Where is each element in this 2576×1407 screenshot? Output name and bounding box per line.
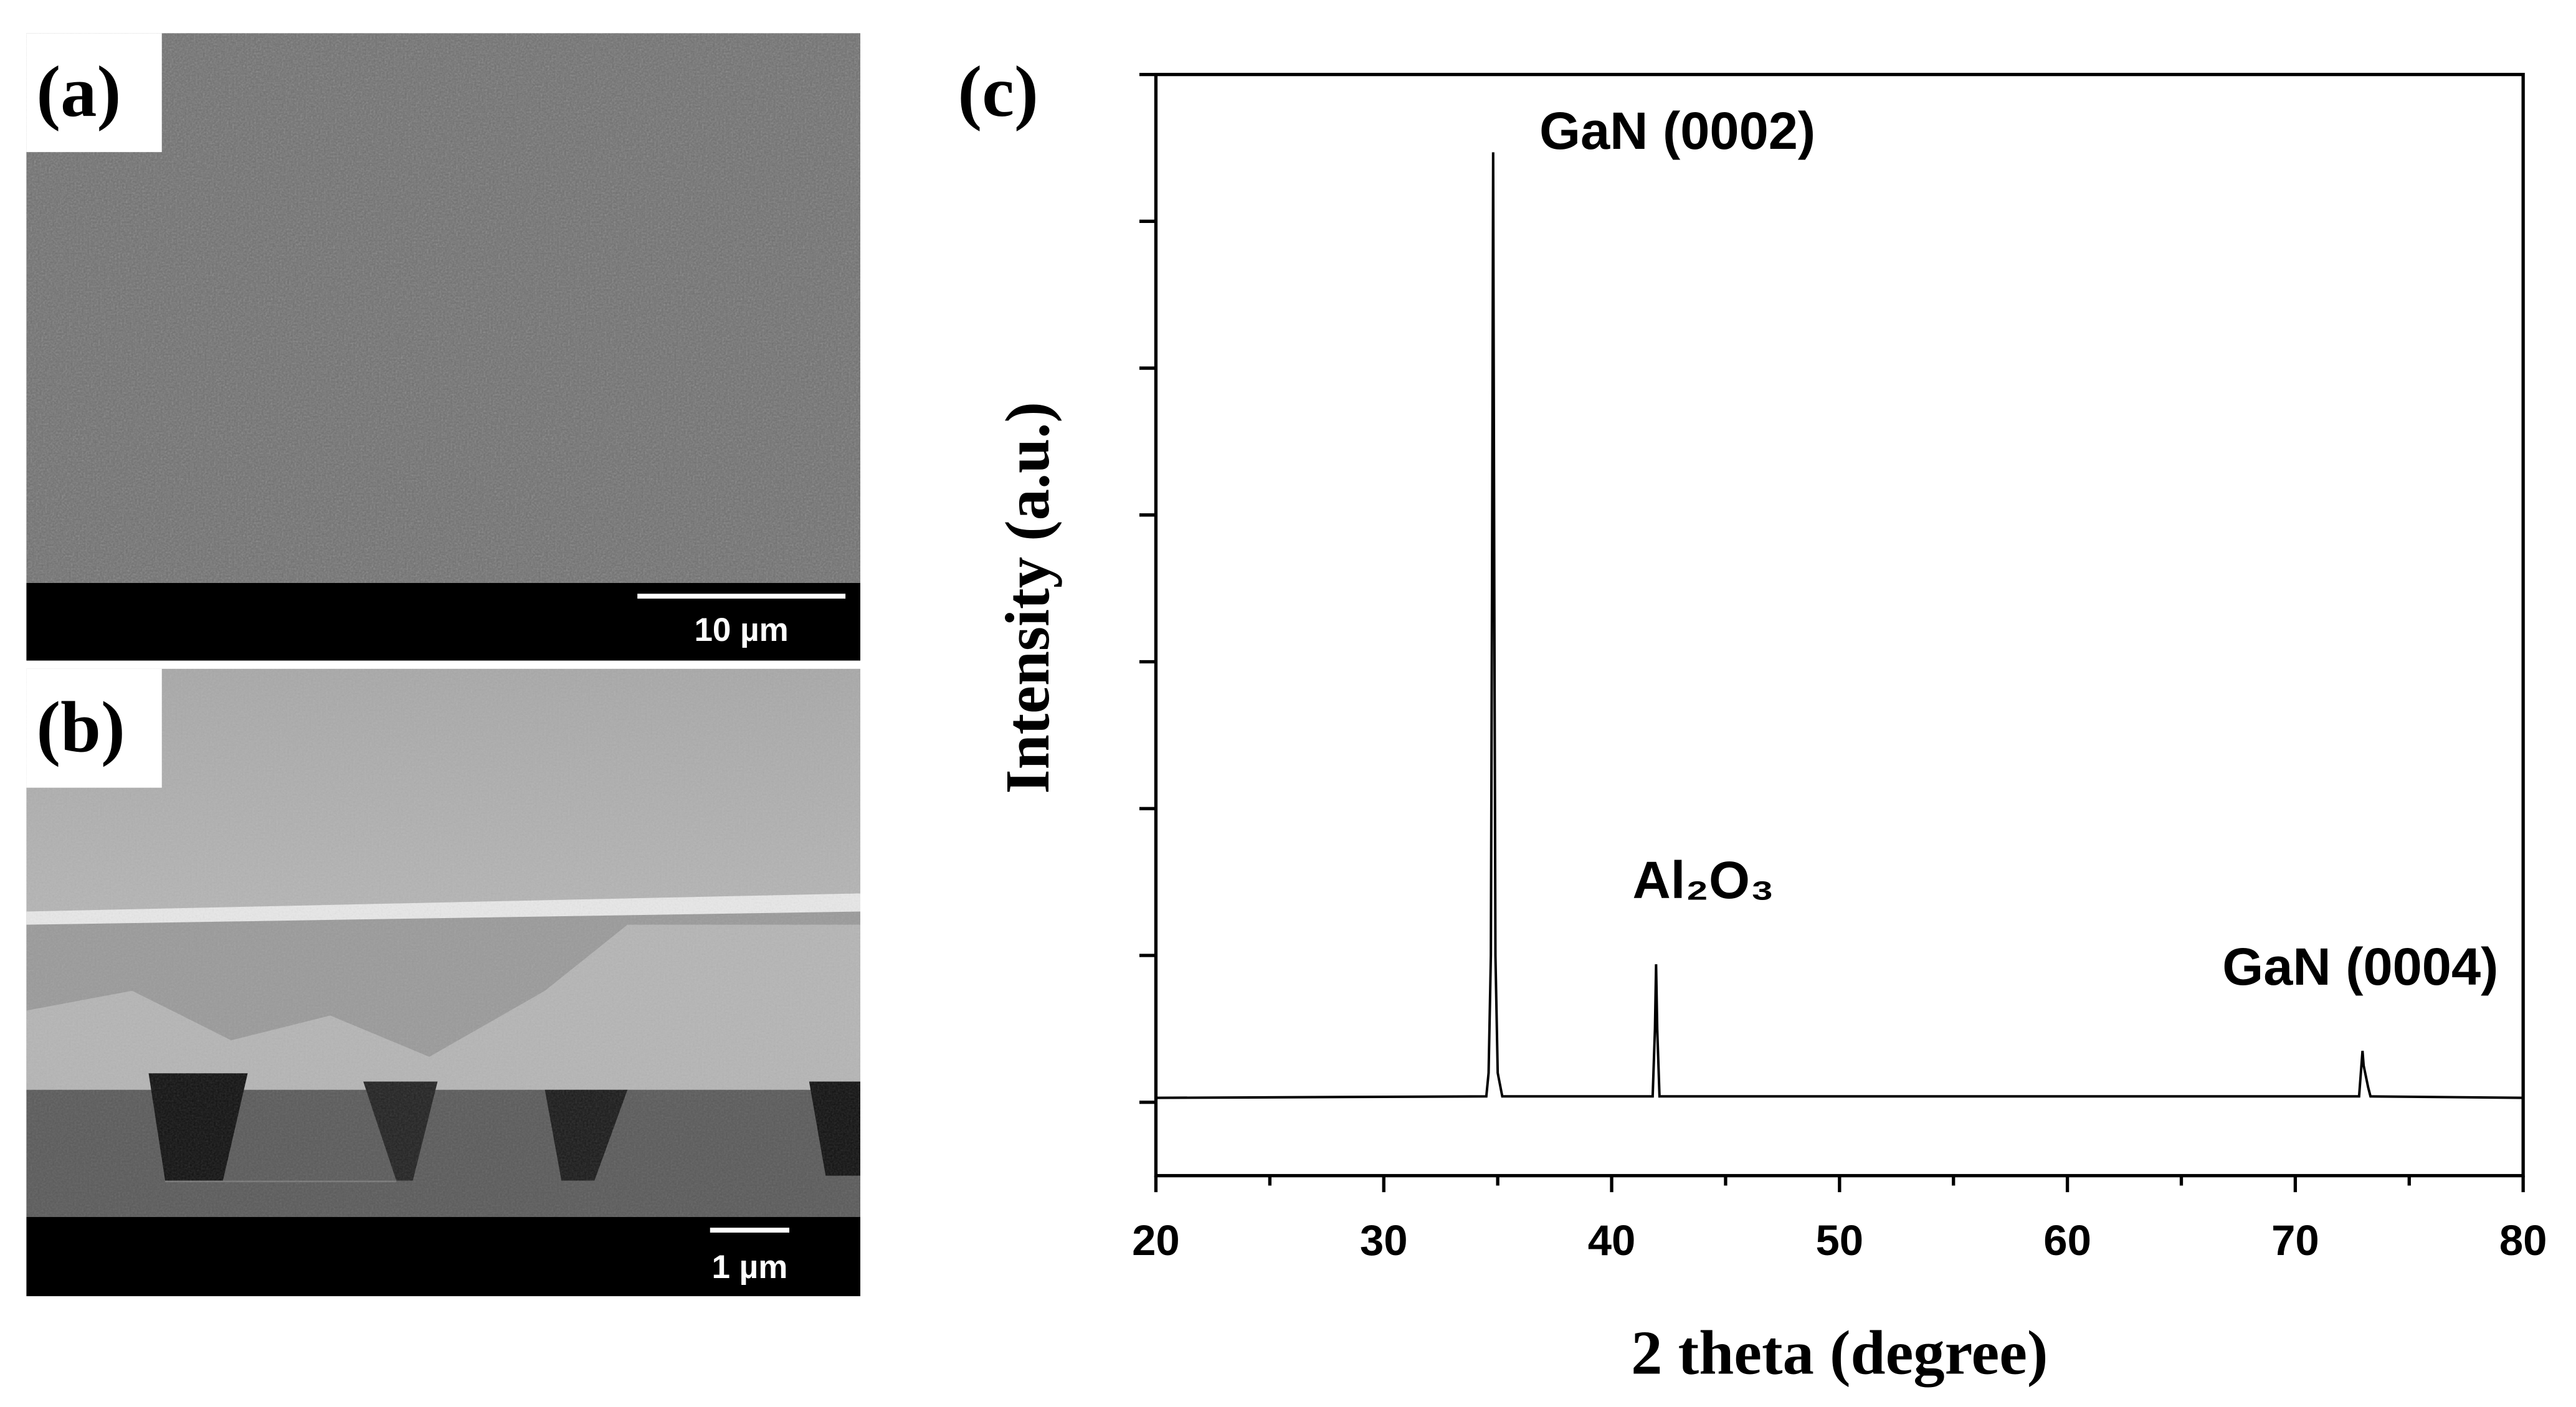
x-tick-label: 70 [2271, 1216, 2319, 1264]
label-box [26, 668, 162, 788]
peak-annotation: Al₂O₃ [1633, 850, 1775, 909]
y-axis-label: Intensity (a.u.) [992, 402, 1062, 794]
x-tick-label: 30 [1360, 1216, 1408, 1264]
xrd-line [1156, 152, 2524, 1099]
plot-frame [1154, 72, 2525, 1178]
peak-annotation: GaN (0004) [2222, 937, 2498, 996]
x-tick-label: 60 [2043, 1216, 2091, 1264]
peak-annotation: GaN (0002) [1539, 101, 1815, 160]
scale-bar-label: 1 µm [711, 1249, 787, 1286]
label-box [26, 33, 162, 153]
panel-label: (b) [36, 687, 125, 767]
x-tick-label: 20 [1132, 1216, 1180, 1264]
sem-panel-b: 1 µm (b) [26, 668, 860, 1297]
panel-label: (a) [36, 52, 121, 132]
x-tick-label: 50 [1815, 1216, 1863, 1264]
x-axis-label: 2 theta (degree) [1631, 1318, 2048, 1388]
sem-panel-a: 10 µm (a) [26, 33, 860, 661]
x-tick-label: 80 [2499, 1216, 2547, 1264]
panel-label: (c) [958, 52, 1038, 132]
x-tick-label: 40 [1588, 1216, 1636, 1264]
sem-texture [26, 668, 860, 1217]
sem-texture [26, 33, 860, 584]
scale-bar-label: 10 µm [694, 612, 788, 648]
